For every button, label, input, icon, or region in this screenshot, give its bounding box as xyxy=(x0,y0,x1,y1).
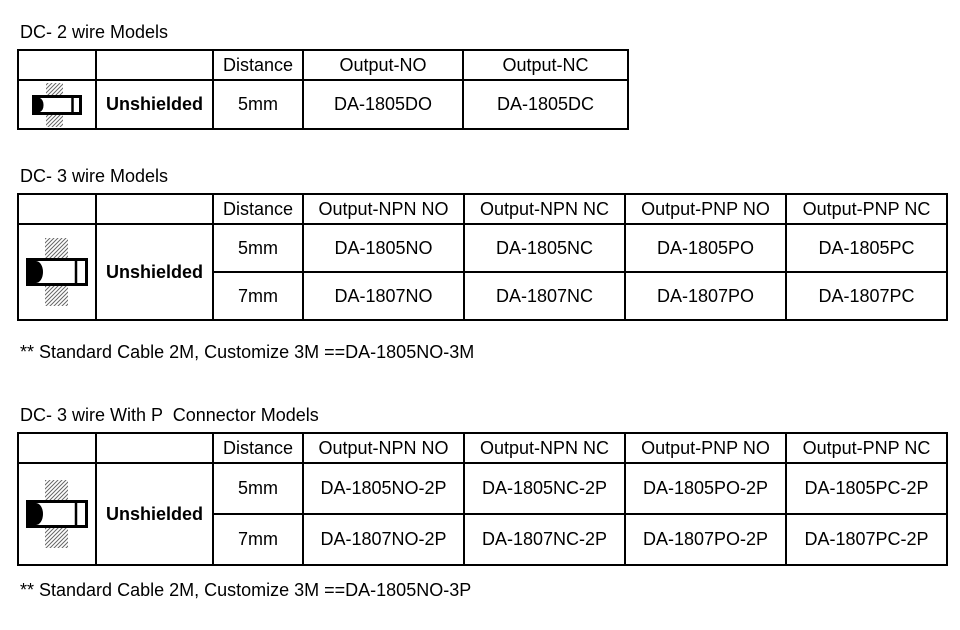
distance-header: Distance xyxy=(212,193,304,225)
model-number: DA-1805PO xyxy=(624,223,787,273)
table-row: Unshielded 5mm DA-1805NO DA-1805NC DA-18… xyxy=(17,223,948,321)
empty-header-cell xyxy=(95,193,214,225)
model-number: DA-1805NO xyxy=(302,223,465,273)
empty-header-cell xyxy=(17,432,97,464)
table-header-row: Distance Output-NPN NO Output-NPN NC Out… xyxy=(17,432,948,464)
output-header: Output-PNP NC xyxy=(785,432,948,464)
dc-3-wire-p-connector-table: Distance Output-NPN NO Output-NPN NC Out… xyxy=(17,432,948,566)
mount-icon-cell xyxy=(17,79,97,130)
mount-icon-cell xyxy=(17,462,97,566)
table-header-row: Distance Output-NPN NO Output-NPN NC Out… xyxy=(17,193,948,225)
distance-value: 5mm xyxy=(212,79,304,130)
mount-type-label: Unshielded xyxy=(95,223,214,321)
section-title-dc-2-wire: DC- 2 wire Models xyxy=(20,22,169,42)
output-header: Output-PNP NO xyxy=(624,432,787,464)
mount-type-label: Unshielded xyxy=(95,462,214,566)
output-header: Output-NC xyxy=(462,49,629,81)
empty-header-cell xyxy=(17,193,97,225)
model-number: DA-1807NC-2P xyxy=(463,513,626,566)
model-number: DA-1805DC xyxy=(462,79,629,130)
table-row: Unshielded 5mm DA-1805NO-2P DA-1805NC-2P… xyxy=(17,462,948,566)
output-header: Output-PNP NO xyxy=(624,193,787,225)
dc-3-wire-table: Distance Output-NPN NO Output-NPN NC Out… xyxy=(17,193,948,321)
model-number: DA-1805NC xyxy=(463,223,626,273)
mount-type-label: Unshielded xyxy=(95,79,214,130)
model-number: DA-1805DO xyxy=(302,79,464,130)
section-title-dc-3-wire: DC- 3 wire Models xyxy=(20,166,169,186)
model-number: DA-1805PO-2P xyxy=(624,462,787,515)
table-row: Unshielded 5mm DA-1805DO DA-1805DC xyxy=(17,79,629,130)
output-header: Output-PNP NC xyxy=(785,193,948,225)
distance-value: 7mm xyxy=(212,271,304,321)
model-number: DA-1807PC-2P xyxy=(785,513,948,566)
table-header-row: Distance Output-NO Output-NC xyxy=(17,49,629,81)
model-number: DA-1807NO-2P xyxy=(302,513,465,566)
datasheet-page: DC- 2 wire Models Distance Output-NO Out… xyxy=(17,22,948,600)
table-row: 7mm DA-1807NO-2P DA-1807NC-2P DA-1807PO-… xyxy=(18,513,948,566)
model-number: DA-1807PC xyxy=(785,271,948,321)
dc-2-wire-table: Distance Output-NO Output-NC Unshielded … xyxy=(17,49,629,130)
model-number: DA-1805PC xyxy=(785,223,948,273)
model-number: DA-1805NC-2P xyxy=(463,462,626,515)
empty-header-cell xyxy=(95,432,214,464)
output-header: Output-NPN NO xyxy=(302,432,465,464)
unshielded-mount-diagram-icon xyxy=(20,480,94,548)
mount-icon-cell xyxy=(17,223,97,321)
table-row: 7mm DA-1807NO DA-1807NC DA-1807PO DA-180… xyxy=(18,271,948,321)
output-header: Output-NPN NO xyxy=(302,193,465,225)
distance-value: 7mm xyxy=(212,513,304,566)
empty-header-cell xyxy=(95,49,214,81)
model-number: DA-1805PC-2P xyxy=(785,462,948,515)
distance-header: Distance xyxy=(212,49,304,81)
output-header: Output-NO xyxy=(302,49,464,81)
cable-customize-note: ** Standard Cable 2M, Customize 3M ==DA-… xyxy=(20,580,472,600)
model-number: DA-1807NO xyxy=(302,271,465,321)
empty-header-cell xyxy=(17,49,97,81)
output-header: Output-NPN NC xyxy=(463,193,626,225)
distance-value: 5mm xyxy=(212,462,304,515)
distance-header: Distance xyxy=(212,432,304,464)
section-title-dc-3-wire-p-connector: DC- 3 wire With P Connector Models xyxy=(20,405,319,425)
cable-customize-note: ** Standard Cable 2M, Customize 3M ==DA-… xyxy=(20,342,475,362)
model-number: DA-1805NO-2P xyxy=(302,462,465,515)
model-number: DA-1807PO xyxy=(624,271,787,321)
distance-value: 5mm xyxy=(212,223,304,273)
unshielded-mount-diagram-icon xyxy=(20,82,94,127)
model-number: DA-1807NC xyxy=(463,271,626,321)
output-header: Output-NPN NC xyxy=(463,432,626,464)
unshielded-mount-diagram-icon xyxy=(20,238,94,306)
model-number: DA-1807PO-2P xyxy=(624,513,787,566)
